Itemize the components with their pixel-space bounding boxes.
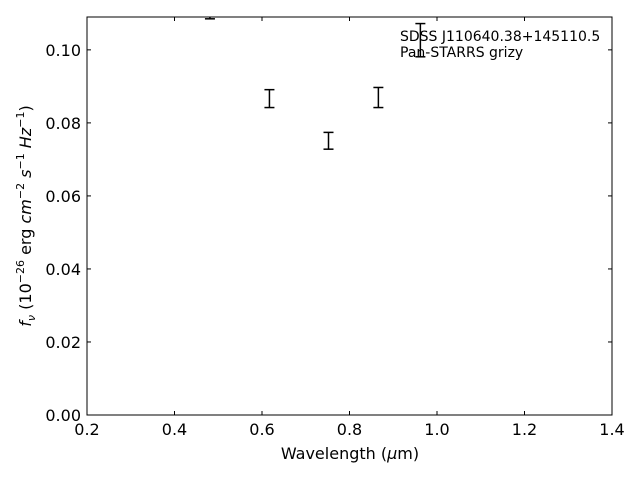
x-tick-label: 0.2 bbox=[74, 420, 99, 439]
error-bar-r bbox=[264, 88, 275, 109]
y-tick-label: 0.04 bbox=[45, 260, 81, 279]
annotation-object-name: SDSS J110640.38+145110.5 bbox=[400, 29, 600, 45]
error-bar-i bbox=[323, 131, 334, 150]
x-axis-label: Wavelength (μm) bbox=[281, 444, 419, 463]
error-bar-y bbox=[415, 22, 426, 58]
error-bar-z bbox=[373, 86, 384, 109]
data-points bbox=[204, 17, 426, 150]
x-tick-label: 1.0 bbox=[424, 420, 449, 439]
y-tick-label: 0.06 bbox=[45, 187, 81, 206]
y-tick-label: 0.02 bbox=[45, 333, 81, 352]
axis-ticks: 0.2 0.4 0.6 0.8 1.0 1.2 1.4 0.00 0.02 0.04 0.06 0.0… bbox=[45, 17, 625, 439]
y-axis-label: fν (10−26 erg cm−2 s−1 Hz−1) bbox=[14, 105, 38, 326]
y-tick-label: 0.00 bbox=[45, 406, 81, 425]
x-tick-label: 1.4 bbox=[599, 420, 624, 439]
x-tick-label: 0.8 bbox=[337, 420, 362, 439]
y-tick-label: 0.08 bbox=[45, 114, 81, 133]
x-tick-label: 0.6 bbox=[249, 420, 274, 439]
error-bar-g bbox=[204, 17, 215, 20]
x-tick-label: 0.4 bbox=[162, 420, 187, 439]
plot-frame bbox=[86, 16, 613, 416]
y-tick-label: 0.10 bbox=[45, 41, 81, 60]
annotation-survey: Pan-STARRS grizy bbox=[400, 45, 523, 61]
x-tick-label: 1.2 bbox=[512, 420, 537, 439]
